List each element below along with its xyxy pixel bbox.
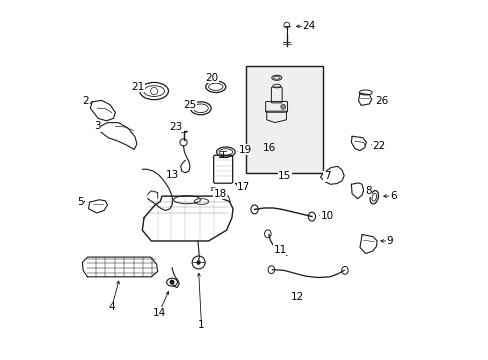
FancyBboxPatch shape [246,66,323,173]
Text: 17: 17 [237,182,250,192]
Text: 6: 6 [389,191,396,201]
Text: 24: 24 [302,21,315,31]
Text: 16: 16 [263,143,276,153]
Circle shape [169,280,174,285]
Text: 13: 13 [165,170,178,180]
Text: 14: 14 [152,308,165,318]
Text: 22: 22 [371,141,385,151]
Circle shape [196,260,201,265]
Text: 2: 2 [82,96,89,106]
Text: 20: 20 [204,73,218,83]
Text: 3: 3 [94,121,101,131]
Text: 8: 8 [364,186,371,197]
Text: 4: 4 [108,302,115,312]
Text: 9: 9 [386,236,392,246]
Text: 12: 12 [290,292,304,302]
Text: 15: 15 [278,171,291,181]
Text: 5: 5 [77,197,83,207]
Text: 7: 7 [323,171,329,181]
Text: 23: 23 [169,122,183,132]
Text: 26: 26 [374,96,387,106]
Text: 19: 19 [238,144,251,154]
Text: 11: 11 [273,245,286,255]
Text: 18: 18 [213,189,226,199]
Text: 21: 21 [131,82,144,92]
Circle shape [280,104,285,109]
Text: 25: 25 [183,100,196,110]
Text: 10: 10 [320,211,333,221]
Text: 1: 1 [198,320,204,330]
